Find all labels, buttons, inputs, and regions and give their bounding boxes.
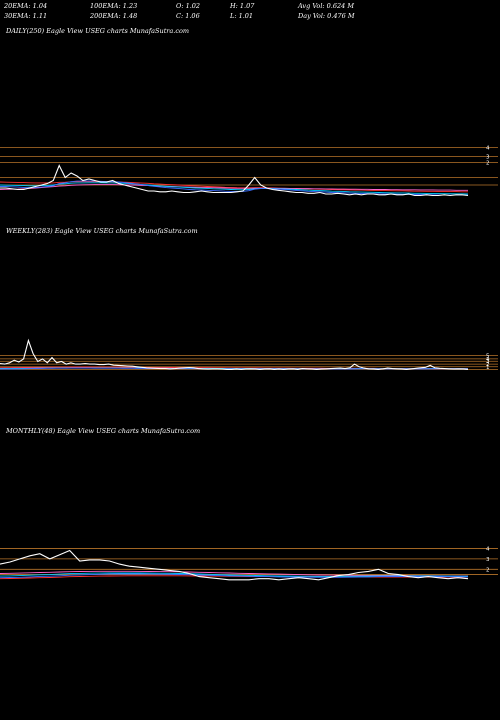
daily-ytick-label-1: 3 bbox=[486, 155, 490, 161]
daily-ytick-label-2: 2 bbox=[486, 161, 490, 167]
weekly-ytick-label-3: 2 bbox=[486, 362, 490, 368]
monthly-series-price bbox=[0, 549, 469, 581]
weekly-ytick-label-0: 5 bbox=[486, 353, 490, 359]
stat-day-vol: Day Vol: 0.476 M bbox=[298, 12, 355, 20]
stat-30ema: 30EMA: 1.11 bbox=[4, 12, 48, 20]
monthly-ytick-label-2: 2 bbox=[486, 567, 490, 573]
daily-series-price bbox=[0, 164, 469, 197]
stat-open: O: 1.02 bbox=[176, 2, 201, 10]
stat-low: L: 1.01 bbox=[230, 12, 254, 20]
stat-avg-vol: Avg Vol: 0.624 M bbox=[298, 2, 355, 10]
weekly-ytick-label-4: 1 bbox=[486, 365, 490, 371]
stat-high: H: 1.07 bbox=[230, 2, 255, 10]
stat-20ema: 20EMA: 1.04 bbox=[4, 2, 48, 10]
stat-200ema: 200EMA: 1.48 bbox=[90, 12, 138, 20]
monthly-series-ema-blue bbox=[0, 573, 469, 579]
daily-series-ema-pink bbox=[0, 184, 468, 191]
daily-ytick-label-0: 4 bbox=[486, 146, 490, 152]
weekly-ytick-label-1: 4 bbox=[486, 357, 490, 363]
weekly-series-price bbox=[0, 338, 469, 370]
weekly-ytick-label-2: 3 bbox=[486, 359, 490, 365]
daily-chart-title: DAILY(250) Eagle View USEG charts Munafa… bbox=[6, 27, 190, 35]
daily-series-ema-red bbox=[0, 181, 468, 193]
daily-chart: 4 32 bbox=[0, 146, 498, 197]
stat-100ema: 100EMA: 1.23 bbox=[90, 2, 138, 10]
monthly-ytick-label-0: 4 bbox=[486, 546, 490, 552]
monthly-ytick-label-1: 3 bbox=[486, 557, 490, 563]
monthly-chart-title: MONTHLY(48) Eagle View USEG charts Munaf… bbox=[6, 427, 201, 435]
daily-series-ema-cyan bbox=[0, 182, 469, 195]
monthly-series-ema-cyan bbox=[0, 572, 468, 577]
weekly-chart-title: WEEKLY(283) Eagle View USEG charts Munaf… bbox=[6, 227, 198, 235]
stat-close: C: 1.06 bbox=[176, 12, 200, 20]
monthly-chart: 4 3 2 bbox=[0, 546, 498, 581]
